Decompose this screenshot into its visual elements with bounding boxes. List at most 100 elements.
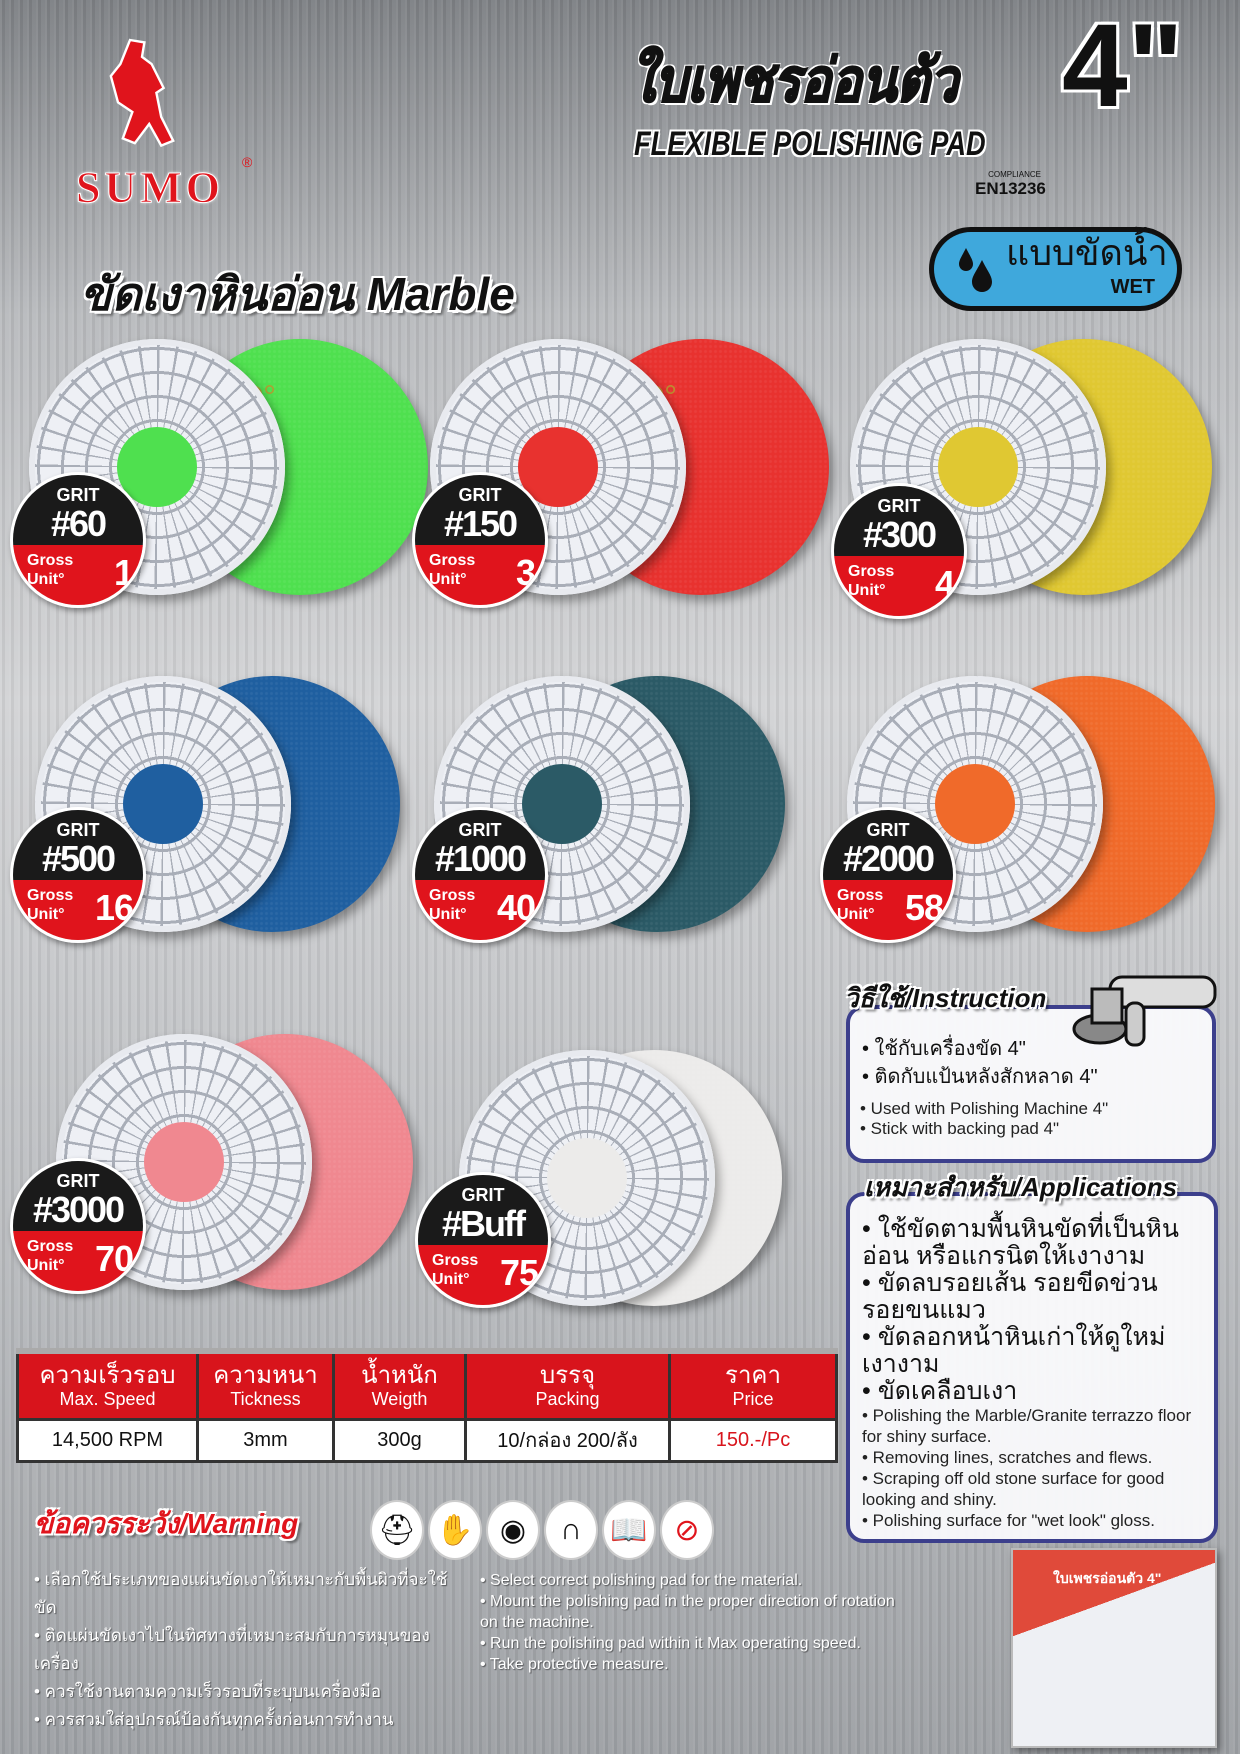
section-title: ขัดเงาหินอ่อน Marble	[80, 268, 515, 320]
pad-rim	[850, 339, 1106, 595]
header-thickness: ความหนา Tickness	[196, 1348, 335, 1421]
grit-section: GRIT #1000	[415, 810, 545, 881]
grit-value: #300	[862, 514, 937, 555]
wet-badge-thai: แบบขัดน้ำ	[1006, 232, 1168, 273]
gross-unit-value: 3	[515, 552, 536, 594]
gross-unit-label: Gross Unit°	[27, 1238, 74, 1275]
spec-value-row: 14,500 RPM 3mm 300g 10/กล่อง 200/ลัง 150…	[16, 1417, 838, 1463]
grit-section: GRIT #3000	[13, 1161, 143, 1232]
gross-unit-value: 4	[934, 563, 955, 605]
warning-en-3: • Run the polishing pad within it Max op…	[480, 1635, 861, 1652]
grit-label: GRIT	[866, 820, 910, 840]
pad-face	[35, 676, 291, 932]
polishing-machine-icon	[1072, 975, 1217, 1047]
registered-mark: ®	[242, 154, 253, 170]
application-th-4: • ขัดเคลือบเงา	[862, 1377, 1018, 1405]
read-manual-icon: 📖	[602, 1500, 656, 1560]
grit-value: #60	[50, 503, 107, 544]
grit-section: GRIT #Buff	[418, 1175, 548, 1246]
pad-face	[434, 676, 690, 932]
warning-thai-list: • เลือกใช้ประเภทของแผ่นขัดเงาให้เหมาะกับ…	[34, 1566, 470, 1734]
grit-badge: GRIT #3000 Gross Unit° 70	[10, 1158, 146, 1294]
header-price: ราคา Price	[668, 1348, 838, 1421]
header-speed: ความเร็วรอบ Max. Speed	[16, 1348, 199, 1421]
application-th-3: • ขัดลอกหน้าหินเก่าให้ดูใหม่ เงางาม	[862, 1323, 1166, 1378]
pad-rim	[847, 676, 1103, 932]
gross-unit-label: Gross Unit°	[429, 552, 476, 589]
gross-unit-label: Gross Unit°	[432, 1252, 479, 1289]
gross-section: Gross Unit° 75	[418, 1245, 548, 1305]
grit-badge: GRIT #150 Gross Unit° 3	[412, 472, 548, 608]
value-price: 150.-/Pc	[668, 1417, 838, 1463]
pad-face	[459, 1050, 715, 1306]
application-th-1: • ใช้ขัดตามพื้นหินขัดที่เป็นหินอ่อน หรือ…	[862, 1215, 1179, 1270]
gross-section: Gross Unit° 40	[415, 880, 545, 940]
grit-section: GRIT #60	[13, 475, 143, 546]
gross-unit-value: 16	[94, 887, 134, 929]
grit-label: GRIT	[56, 485, 100, 505]
gross-section: Gross Unit° 1	[13, 545, 143, 605]
package-label: ใบเพชรอ่อนตัว 4"	[1053, 1570, 1162, 1586]
water-drops-icon	[959, 248, 992, 292]
application-en-4: • Polishing surface for "wet look" gloss…	[862, 1511, 1155, 1530]
warning-english-list: • Select correct polishing pad for the m…	[480, 1570, 900, 1675]
grit-label: GRIT	[461, 1185, 505, 1205]
compliance: COMPLIANCE EN13236	[975, 170, 1046, 199]
pad-center-hole	[547, 1138, 627, 1218]
grit-section: GRIT #150	[415, 475, 545, 546]
gross-unit-label: Gross Unit°	[837, 887, 884, 924]
gross-section: Gross Unit° 4	[834, 556, 964, 616]
product-size: 4"	[1062, 0, 1184, 132]
grit-badge: GRIT #1000 Gross Unit° 40	[412, 807, 548, 943]
compliance-label: COMPLIANCE	[988, 170, 1041, 179]
instruction-en-1: • Used with Polishing Machine 4"	[860, 1099, 1109, 1118]
gross-unit-value: 40	[496, 887, 536, 929]
instruction-title: วิธีใช้/Instruction	[844, 983, 1047, 1013]
gross-unit-label: Gross Unit°	[27, 552, 74, 589]
grit-section: GRIT #2000	[823, 810, 953, 881]
gross-unit-value: 70	[94, 1238, 134, 1280]
gross-section: Gross Unit° 58	[823, 880, 953, 940]
warning-th-1: • เลือกใช้ประเภทของแผ่นขัดเงาให้เหมาะกับ…	[34, 1570, 448, 1617]
warning-th-2: • ติดแผ่นขัดเงาไปในทิศทางที่เหมาะสมกับกา…	[34, 1626, 430, 1673]
application-en-3: • Scraping off old stone surface for goo…	[862, 1469, 1165, 1509]
grit-value: #3000	[32, 1189, 125, 1230]
grit-section: GRIT #300	[834, 486, 964, 557]
product-title-english: FLEXIBLE POLISHING PAD	[634, 125, 986, 163]
application-en-2: • Removing lines, scratches and flews.	[862, 1448, 1153, 1467]
warning-th-3: • ควรใช้งานตามความเร็วรอบที่ระบุบนเครื่อ…	[34, 1682, 382, 1701]
applications-title: เหมาะสำหรับ/Applications	[864, 1172, 1178, 1202]
header-weight: น้ำหนัก Weigth	[332, 1348, 467, 1421]
helmet-icon: ⛑	[370, 1500, 424, 1560]
instruction-th-1: • ใช้กับเครื่องขัด 4"	[862, 1038, 1026, 1060]
spec-header-row: ความเร็วรอบ Max. Speed ความหนา Tickness น้…	[16, 1348, 838, 1421]
value-weight: 300g	[332, 1417, 467, 1463]
product-package-image: ใบเพชรอ่อนตัว 4"	[1011, 1548, 1217, 1748]
gross-unit-label: Gross Unit°	[27, 887, 74, 924]
pad-rim	[434, 676, 690, 932]
grit-value: #500	[41, 838, 116, 879]
pad-face	[847, 676, 1103, 932]
application-en-1: • Polishing the Marble/Granite terrazzo …	[862, 1406, 1192, 1446]
sumo-wrestler-icon	[109, 38, 175, 148]
grit-value: #1000	[434, 838, 527, 879]
sumo-logo: SUMO ®	[50, 34, 253, 224]
application-th-2: • ขัดลบรอยเส้น รอยขีดข่วน รอยขนแมว	[862, 1269, 1158, 1324]
value-speed: 14,500 RPM	[16, 1417, 199, 1463]
warning-title: ข้อควรระวัง/Warning	[34, 1508, 299, 1539]
grit-label: GRIT	[458, 485, 502, 505]
goggles-icon: ◉	[486, 1500, 540, 1560]
instruction-th-2: • ติดกับแป้นหลังสักหลาด 4"	[862, 1066, 1098, 1088]
warning-th-4: • ควรสวมใส่อุปกรณ์ป้องกันทุกครั้งก่อนการ…	[34, 1710, 394, 1729]
pad-rim	[430, 339, 686, 595]
gross-unit-value: 58	[904, 887, 944, 929]
warning-en-1: • Select correct polishing pad for the m…	[480, 1572, 803, 1589]
grit-value: #Buff	[442, 1203, 526, 1244]
gross-section: Gross Unit° 3	[415, 545, 545, 605]
gross-section: Gross Unit° 70	[13, 1231, 143, 1291]
grit-label: GRIT	[877, 496, 921, 516]
gross-section: Gross Unit° 16	[13, 880, 143, 940]
gross-unit-label: Gross Unit°	[848, 563, 895, 600]
grit-label: GRIT	[458, 820, 502, 840]
pad-rim	[29, 339, 285, 595]
